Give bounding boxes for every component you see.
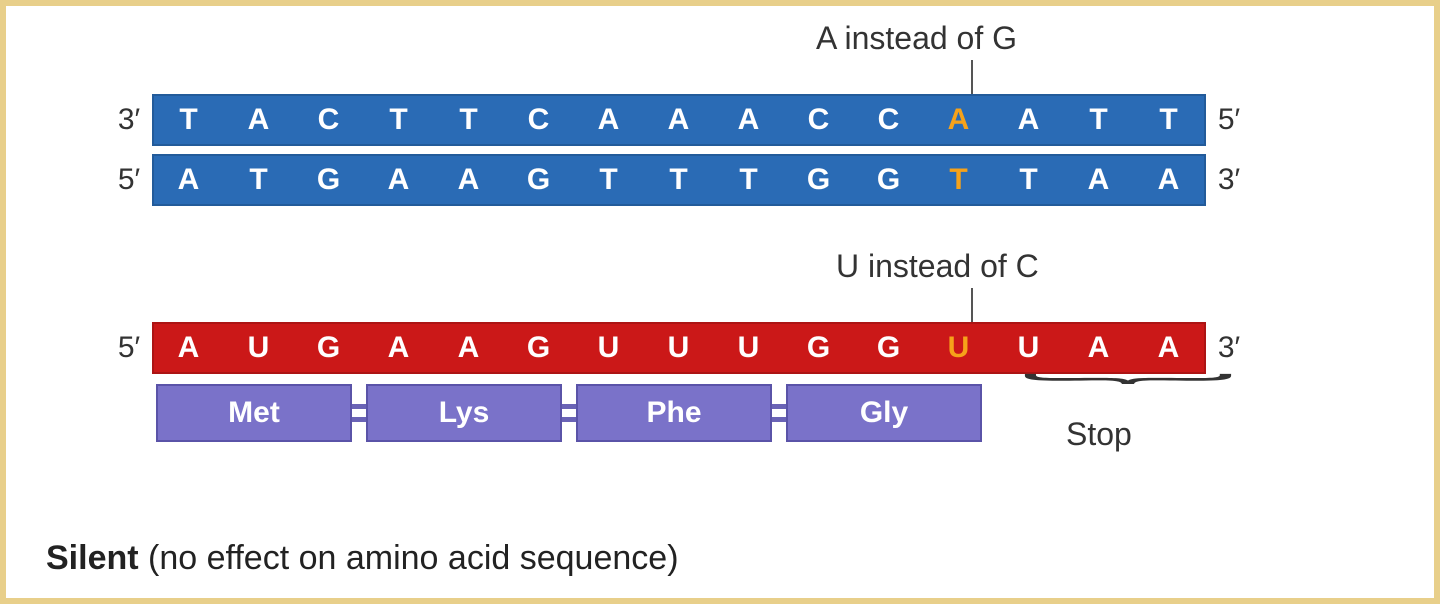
base-cell: A xyxy=(924,96,994,144)
base-cell: T xyxy=(714,156,784,204)
base-cell: C xyxy=(854,96,924,144)
base-cell: G xyxy=(854,324,924,372)
base-cell: T xyxy=(644,156,714,204)
peptide-bond-icon xyxy=(772,404,786,422)
pointer-top xyxy=(971,60,973,94)
amino-acid-chain: MetLysPheGly xyxy=(156,384,982,442)
base-cell: C xyxy=(504,96,574,144)
base-cell: A xyxy=(154,324,224,372)
end-label-5prime-left: 5′ xyxy=(106,163,152,197)
base-cell: A xyxy=(1134,156,1204,204)
base-cell: A xyxy=(364,324,434,372)
base-cell: U xyxy=(644,324,714,372)
stop-brace-icon: ︸ xyxy=(1020,374,1237,413)
base-cell: G xyxy=(504,324,574,372)
pointer-middle xyxy=(971,288,973,322)
base-cell: G xyxy=(784,324,854,372)
base-cell: T xyxy=(364,96,434,144)
caption-bold: Silent xyxy=(46,539,139,577)
dna-template-strand: TACTTCAAACCAATT xyxy=(152,94,1206,146)
base-cell: T xyxy=(224,156,294,204)
base-cell: U xyxy=(224,324,294,372)
base-cell: G xyxy=(294,324,364,372)
mrna-end-5prime: 5′ xyxy=(106,331,152,365)
base-cell: T xyxy=(1064,96,1134,144)
end-label-3prime-right: 3′ xyxy=(1206,163,1252,197)
base-cell: A xyxy=(1064,324,1134,372)
base-cell: A xyxy=(364,156,434,204)
base-cell: T xyxy=(574,156,644,204)
base-cell: A xyxy=(434,156,504,204)
stop-label: Stop xyxy=(1066,416,1132,453)
base-cell: T xyxy=(154,96,224,144)
base-cell: T xyxy=(994,156,1064,204)
base-cell: A xyxy=(1134,324,1204,372)
base-cell: G xyxy=(504,156,574,204)
mutation-caption: Silent (no effect on amino acid sequence… xyxy=(46,539,679,578)
base-cell: A xyxy=(154,156,224,204)
base-cell: A xyxy=(644,96,714,144)
base-cell: T xyxy=(924,156,994,204)
base-cell: T xyxy=(1134,96,1204,144)
caption-rest: (no effect on amino acid sequence) xyxy=(139,539,679,577)
base-cell: A xyxy=(574,96,644,144)
annotation-top: A instead of G xyxy=(816,20,1017,57)
base-cell: U xyxy=(924,324,994,372)
base-cell: A xyxy=(714,96,784,144)
base-cell: A xyxy=(994,96,1064,144)
end-label-3prime-left: 3′ xyxy=(106,103,152,137)
base-cell: G xyxy=(784,156,854,204)
base-cell: G xyxy=(854,156,924,204)
diagram-frame: A instead of G 3′ TACTTCAAACCAATT 5′ 5′ … xyxy=(0,0,1440,604)
base-cell: T xyxy=(434,96,504,144)
end-label-5prime-right: 5′ xyxy=(1206,103,1252,137)
dna-coding-strand-row: 5′ ATGAAGTTTGGTTAA 3′ xyxy=(106,154,1252,206)
base-cell: C xyxy=(294,96,364,144)
base-cell: A xyxy=(1064,156,1134,204)
base-cell: A xyxy=(434,324,504,372)
annotation-middle: U instead of C xyxy=(836,248,1039,285)
dna-template-strand-row: 3′ TACTTCAAACCAATT 5′ xyxy=(106,94,1252,146)
amino-acid-block: Lys xyxy=(366,384,562,442)
amino-acid-block: Met xyxy=(156,384,352,442)
peptide-bond-icon xyxy=(562,404,576,422)
base-cell: U xyxy=(714,324,784,372)
dna-coding-strand: ATGAAGTTTGGTTAA xyxy=(152,154,1206,206)
mrna-end-3prime: 3′ xyxy=(1206,331,1252,365)
mrna-strand: AUGAAGUUUGGUUAA xyxy=(152,322,1206,374)
base-cell: C xyxy=(784,96,854,144)
mrna-strand-row: 5′ AUGAAGUUUGGUUAA 3′ xyxy=(106,322,1252,374)
base-cell: G xyxy=(294,156,364,204)
base-cell: A xyxy=(224,96,294,144)
base-cell: U xyxy=(574,324,644,372)
base-cell: U xyxy=(994,324,1064,372)
peptide-bond-icon xyxy=(352,404,366,422)
amino-acid-block: Gly xyxy=(786,384,982,442)
amino-acid-block: Phe xyxy=(576,384,772,442)
